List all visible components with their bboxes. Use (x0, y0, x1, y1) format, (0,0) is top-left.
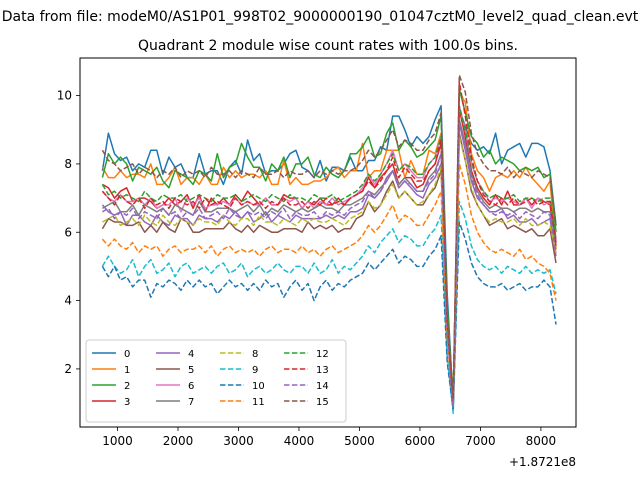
series-line-14 (102, 122, 557, 408)
legend-label-2: 2 (124, 381, 130, 392)
x-axis: 1000 2000 3000 4000 5000 6000 7000 8000 (102, 427, 556, 448)
x-tick-label: 3000 (223, 434, 254, 448)
legend-label-14: 14 (316, 381, 329, 392)
legend-label-12: 12 (316, 349, 329, 360)
series-line-15 (101, 74, 557, 401)
legend-label-1: 1 (124, 365, 130, 376)
x-tick-label: 5000 (344, 434, 375, 448)
legend-label-7: 7 (188, 397, 194, 408)
y-tick-label: 8 (64, 157, 72, 171)
series-line-13 (101, 81, 557, 404)
y-tick-label: 4 (64, 294, 72, 308)
y-tick-label: 6 (64, 225, 72, 239)
chart-title: Quadrant 2 module wise count rates with … (138, 38, 518, 54)
legend-label-13: 13 (316, 365, 329, 376)
legend-label-3: 3 (124, 397, 130, 408)
legend-box (85, 339, 347, 423)
plot-lines (101, 74, 557, 415)
series-line-11 (101, 163, 557, 408)
x-tick-label: 6000 (405, 434, 436, 448)
x-tick-label: 8000 (526, 434, 557, 448)
x-offset-label: +1.8721e8 (509, 455, 576, 469)
x-tick-label: 7000 (465, 434, 496, 448)
series-line-10 (101, 221, 557, 411)
series-line-7 (102, 118, 557, 404)
series-line-1 (101, 91, 557, 398)
y-tick-label: 2 (64, 362, 72, 376)
legend-label-0: 0 (124, 349, 130, 360)
x-tick-label: 4000 (284, 434, 315, 448)
legend-label-11: 11 (252, 397, 265, 408)
legend-label-10: 10 (252, 381, 265, 392)
plot-frame (79, 57, 577, 428)
x-tick-label: 1000 (102, 434, 133, 448)
legend-label-5: 5 (188, 365, 194, 376)
legend-label-15: 15 (316, 397, 329, 408)
y-tick-label: 10 (57, 89, 72, 103)
series-line-2 (101, 88, 557, 401)
legend-label-8: 8 (252, 349, 258, 360)
legend-label-9: 9 (252, 365, 258, 376)
series-line-8 (102, 135, 557, 408)
y-axis: 2 4 6 8 10 (57, 89, 80, 376)
series-line-4 (101, 122, 557, 408)
legend-label-4: 4 (188, 349, 194, 360)
figure-suptitle: Data from file: modeM0/AS1P01_998T02_900… (2, 9, 639, 25)
x-tick-label: 2000 (163, 434, 194, 448)
legend-label-6: 6 (188, 381, 194, 392)
series-line-9 (101, 200, 557, 415)
